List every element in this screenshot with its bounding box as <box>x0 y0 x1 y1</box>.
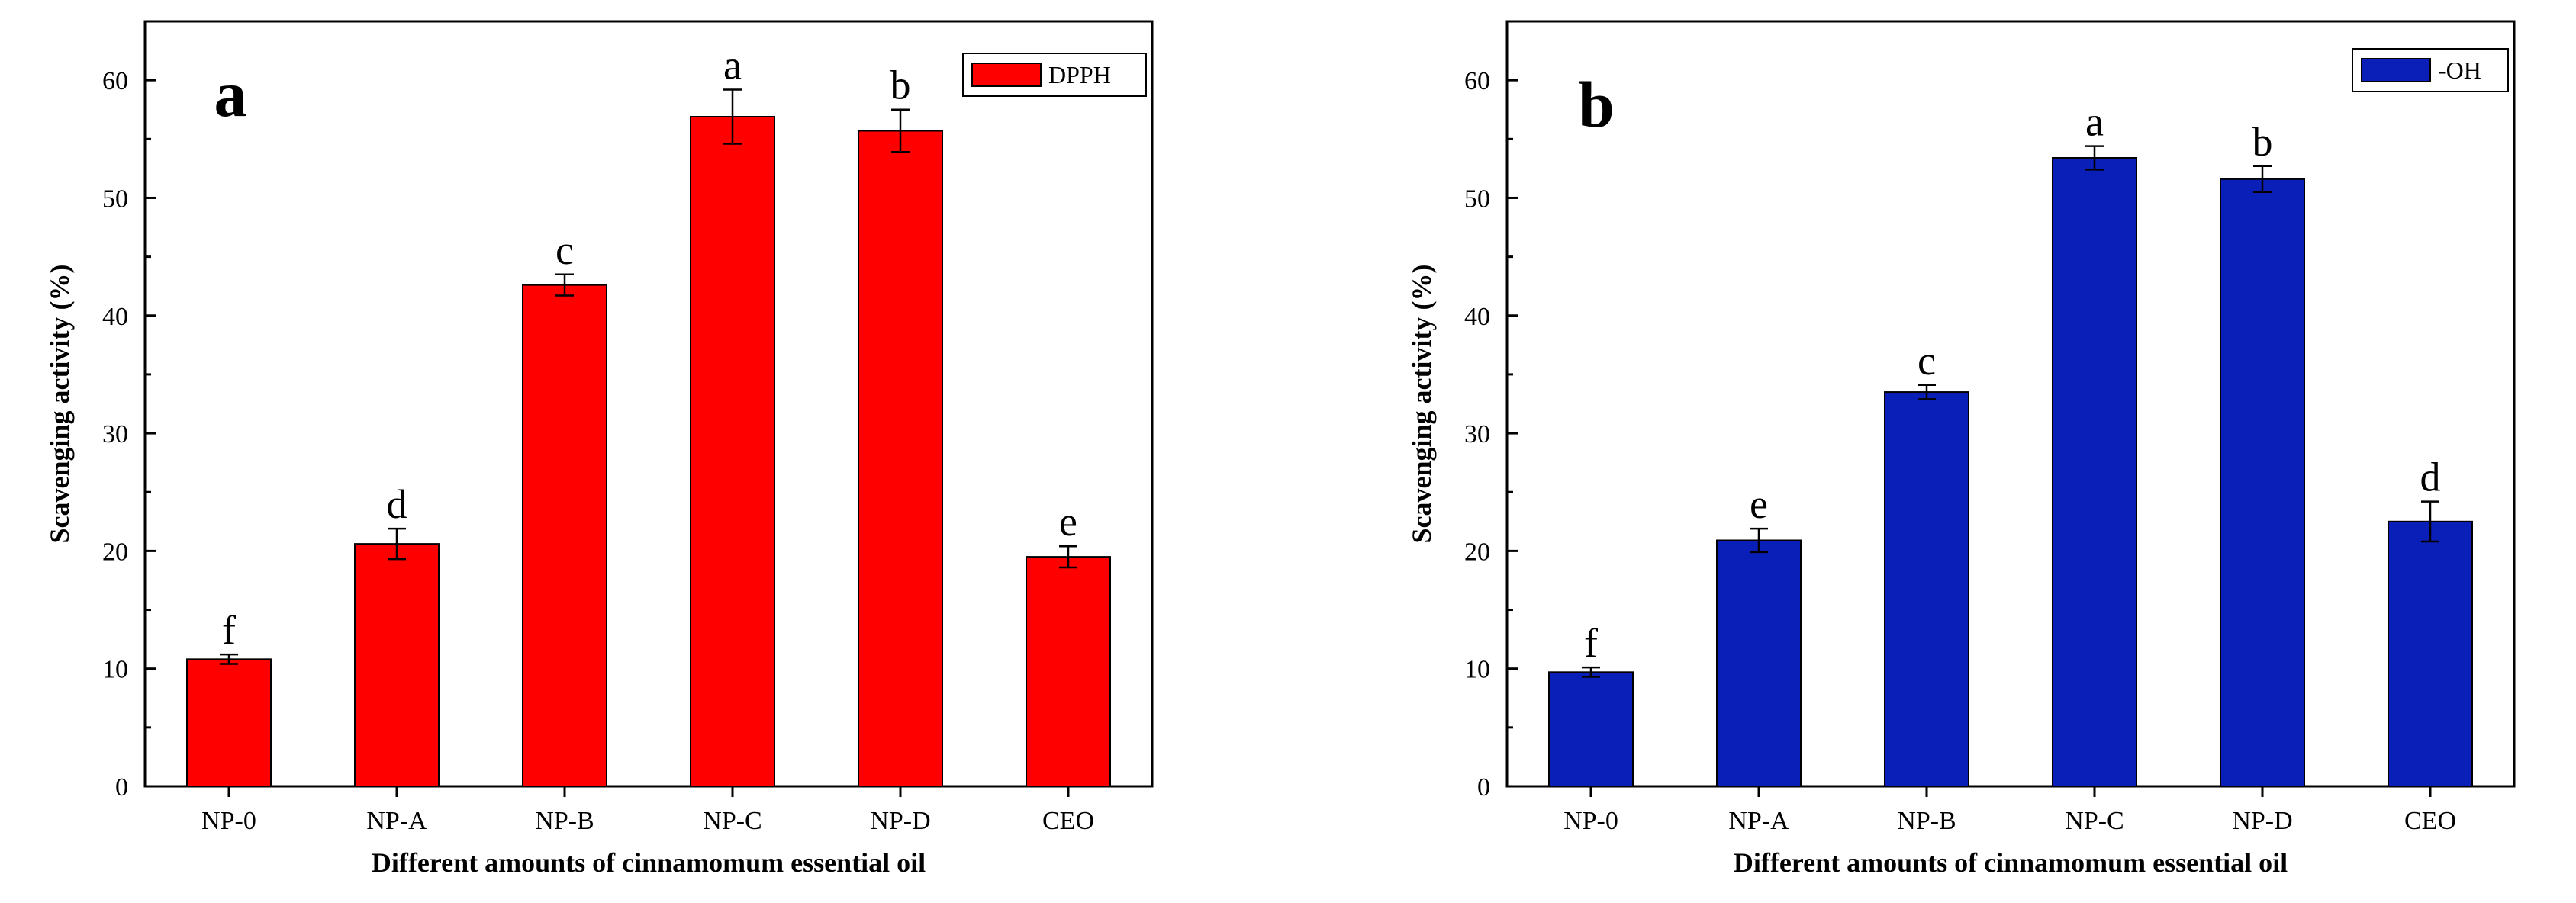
significance-letter: b <box>890 63 911 108</box>
x-tick-label: NP-C <box>703 807 762 835</box>
x-tick-label: NP-0 <box>1563 807 1618 835</box>
significance-letter: f <box>222 607 236 653</box>
significance-letter: f <box>1584 620 1598 666</box>
bar-NP-B <box>1884 391 1969 787</box>
chart-panel-b: 0 10 20 30 40 50 60 f NP-0 e NP-A c NP-B a NP-C b NP-D d C… <box>1406 20 2516 878</box>
y-tick-label: 20 <box>1464 538 1490 566</box>
x-tick-label: NP-A <box>366 807 427 835</box>
significance-letter: c <box>1918 338 1936 384</box>
x-axis-title: Different amounts of cinnamomum essentia… <box>1734 847 2288 878</box>
significance-letter: e <box>1059 499 1077 545</box>
y-tick-label: 50 <box>102 185 128 213</box>
bar-NP-D <box>858 130 943 787</box>
significance-letter: d <box>387 481 407 527</box>
x-tick-label: NP-C <box>2065 807 2124 835</box>
y-axis-title: Scavenging activity (%) <box>1406 265 1437 544</box>
x-tick-label: NP-D <box>2232 807 2292 835</box>
bar-NP-C <box>690 115 775 787</box>
plot-frame <box>1505 20 2516 788</box>
plot-frame <box>143 20 1154 788</box>
legend-label: -OH <box>2438 56 2481 84</box>
significance-letter: e <box>1750 481 1768 527</box>
legend-label: DPPH <box>1048 61 1111 88</box>
bar-CEO <box>1026 556 1111 787</box>
bar-NP-C <box>2052 156 2137 787</box>
significance-letter: c <box>555 227 574 273</box>
y-tick-label: 0 <box>115 773 128 802</box>
panel-label: b <box>1578 68 1615 141</box>
bar-CEO <box>2388 520 2473 787</box>
bar-NP-D <box>2220 178 2305 788</box>
x-axis-title: Different amounts of cinnamomum essentia… <box>372 847 926 878</box>
significance-letter: d <box>2420 455 2441 500</box>
y-tick-label: 10 <box>102 656 128 684</box>
panel-label: a <box>214 57 247 130</box>
significance-letter: a <box>2085 99 2104 145</box>
y-tick-label: 0 <box>1477 773 1490 802</box>
x-tick-label: NP-0 <box>201 807 256 835</box>
y-tick-label: 10 <box>1464 656 1490 684</box>
x-tick-label: NP-A <box>1728 807 1789 835</box>
y-tick-label: 30 <box>1464 420 1490 448</box>
significance-letter: a <box>723 42 742 88</box>
y-tick-label: 60 <box>102 67 128 95</box>
x-tick-label: NP-D <box>870 807 930 835</box>
legend-swatch <box>971 63 1042 87</box>
bar-NP-B <box>522 284 607 787</box>
bar-NP-0 <box>1548 671 1634 787</box>
y-tick-label: 20 <box>102 538 128 566</box>
chart-panel-a: 0 10 20 30 40 50 60 f NP-0 d NP-A c NP-B a NP-C b NP-D e C… <box>44 20 1154 878</box>
bar-NP-A <box>1716 539 1802 788</box>
legend-swatch <box>2361 58 2431 82</box>
x-tick-label: CEO <box>1042 807 1094 835</box>
y-axis-title: Scavenging activity (%) <box>44 265 75 544</box>
x-tick-label: CEO <box>2404 807 2456 835</box>
bar-NP-0 <box>186 658 272 788</box>
significance-letter: b <box>2252 119 2273 165</box>
y-tick-label: 30 <box>102 420 128 448</box>
y-tick-label: 40 <box>1464 303 1490 331</box>
y-tick-label: 60 <box>1464 67 1490 95</box>
bar-NP-A <box>354 543 440 787</box>
x-tick-label: NP-B <box>1897 807 1956 835</box>
x-tick-label: NP-B <box>535 807 594 835</box>
y-tick-label: 40 <box>102 303 128 331</box>
y-tick-label: 50 <box>1464 185 1490 213</box>
